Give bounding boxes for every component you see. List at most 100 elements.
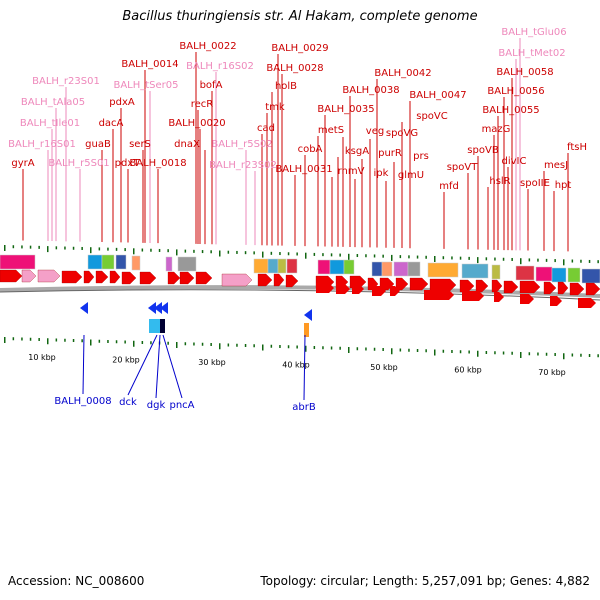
upper-tick xyxy=(158,248,161,252)
upper-tick xyxy=(279,252,281,256)
gene-label: BALH_0047 xyxy=(409,90,466,101)
upper-tick xyxy=(442,256,445,260)
upper-tick xyxy=(90,247,92,254)
forward-gene-arrow xyxy=(390,286,400,296)
gene-label: BALH_tSer05 xyxy=(113,80,178,91)
upper-tick xyxy=(477,257,479,264)
lower-tick xyxy=(201,342,204,346)
gene-label: bofA xyxy=(200,80,223,91)
gene-label: BALH_tGlu06 xyxy=(501,27,566,38)
forward-gene-arrow xyxy=(429,278,457,292)
lower-tick xyxy=(253,344,255,348)
gene-label: BALH_tIle01 xyxy=(20,118,80,129)
lower-tick xyxy=(150,341,152,345)
upper-tick xyxy=(115,247,118,251)
cog-box xyxy=(371,261,383,277)
gene-label: guaB xyxy=(85,139,111,150)
forward-gene-arrow xyxy=(121,271,137,285)
lower-tick xyxy=(348,347,350,353)
lower-tick xyxy=(391,348,393,355)
backbone-shadow xyxy=(0,289,600,301)
upper-tick xyxy=(262,251,264,258)
lower-tick xyxy=(227,343,230,347)
lower-tick xyxy=(236,343,238,347)
upper-tick xyxy=(21,245,23,249)
reverse-gene-label: dgk xyxy=(147,400,166,411)
lower-tick xyxy=(98,339,101,343)
forward-gene-arrow xyxy=(424,290,454,300)
gene-label: mfd xyxy=(439,181,459,192)
gene-label: hslR xyxy=(489,176,510,187)
lower-tick xyxy=(176,342,178,348)
lower-tick xyxy=(124,340,126,344)
lower-tick xyxy=(442,349,445,353)
forward-gene-arrow xyxy=(557,281,569,295)
lower-tick xyxy=(133,340,135,347)
forward-gene-arrow xyxy=(543,281,557,295)
cog-box xyxy=(131,255,141,271)
forward-gene-arrow xyxy=(372,286,386,296)
lower-tick xyxy=(262,344,264,351)
reverse-gene-label: abrB xyxy=(292,402,316,413)
gene-label: BALH_0020 xyxy=(168,118,225,129)
lower-tick xyxy=(12,337,15,341)
lower-tick xyxy=(72,339,75,342)
gene-labels: 10 kbp 20 kbp 30 kbp 40 kbp 50 kbp 60 kbp 70 k… xyxy=(8,27,587,413)
gene-label: tmk xyxy=(265,102,285,113)
gene-label: BALH_r16S02 xyxy=(186,61,254,72)
lower-tick xyxy=(64,338,66,342)
lower-tick xyxy=(494,351,496,355)
gene-label: mazG xyxy=(482,124,511,135)
gene-label: BALH_r16S01 xyxy=(8,139,76,150)
upper-tick xyxy=(210,250,212,254)
forward-gene-arrow xyxy=(257,273,273,287)
cog-box xyxy=(0,254,36,270)
gene-label: BALH_r5S01 xyxy=(48,158,109,169)
forward-gene-arrow xyxy=(167,271,181,285)
upper-tick xyxy=(287,252,290,256)
upper-tick xyxy=(434,256,436,262)
lower-tick xyxy=(4,337,6,343)
gene-label: metS xyxy=(318,125,344,136)
lower-tick xyxy=(219,343,221,350)
gene-label: recR xyxy=(191,99,214,110)
forward-gene-arrow xyxy=(21,269,37,283)
cog-box xyxy=(253,258,269,274)
lower-tick xyxy=(511,351,513,355)
gene-label: cobA xyxy=(298,144,323,155)
cog-box xyxy=(304,323,309,337)
upper-tick xyxy=(124,248,126,252)
cog-box xyxy=(317,259,331,275)
upper-tick xyxy=(313,252,316,256)
cog-box xyxy=(286,258,298,274)
gene-label: spoVG xyxy=(386,128,418,139)
upper-tick xyxy=(416,255,419,259)
label-leader-line xyxy=(303,334,306,401)
upper-tick xyxy=(588,259,591,263)
genome-summary-text: Topology: circular; Length: 5,257,091 bp… xyxy=(260,574,590,588)
lower-tick xyxy=(296,345,298,349)
forward-gene-arrow xyxy=(462,291,484,301)
upper-tick xyxy=(563,259,565,266)
scale-ticks xyxy=(4,245,599,360)
gene-label: BALH_tAla05 xyxy=(21,97,85,108)
gene-label: BALH_0031 xyxy=(275,164,332,175)
upper-tick xyxy=(511,257,513,261)
label-leader-line xyxy=(155,334,161,399)
lower-tick xyxy=(597,354,599,358)
upper-tick xyxy=(348,253,350,260)
upper-tick xyxy=(227,250,230,254)
upper-tick xyxy=(98,247,101,251)
upper-tick xyxy=(107,247,109,251)
upper-tick xyxy=(459,256,462,260)
forward-gene-arrow xyxy=(569,282,585,296)
scale-label: 70 kbp xyxy=(538,368,566,377)
upper-tick xyxy=(81,246,83,250)
upper-tick xyxy=(399,255,402,259)
lower-tick xyxy=(339,346,341,350)
forward-gene-arrow xyxy=(83,270,95,284)
gene-arrows xyxy=(0,269,600,321)
cog-box xyxy=(87,254,103,270)
scale-label: 30 kbp xyxy=(198,358,226,367)
